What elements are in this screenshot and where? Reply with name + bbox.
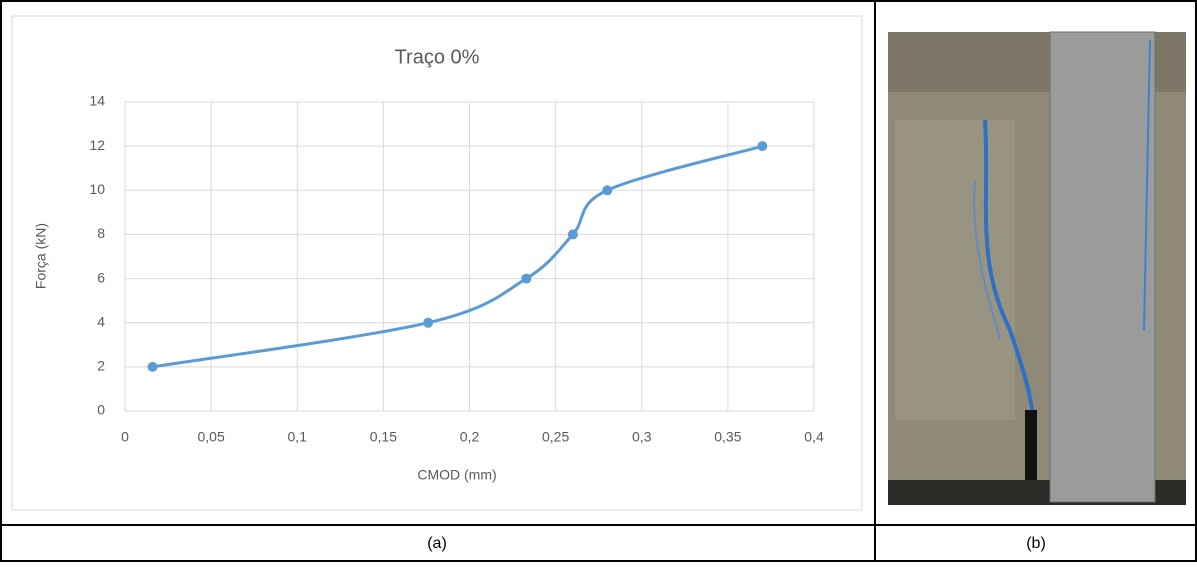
data-point xyxy=(423,318,433,328)
data-point xyxy=(757,141,767,151)
x-axis-label: CMOD (mm) xyxy=(417,467,496,483)
data-point xyxy=(568,229,578,239)
y-tick-label: 0 xyxy=(97,402,105,418)
figure: Traço 0% CMOD (mm) Força (kN) (a) (b) 0 2… xyxy=(0,0,1197,562)
y-tick-label: 12 xyxy=(89,137,105,153)
x-tick-label: 0,25 xyxy=(542,429,569,445)
x-tick-label: 0,15 xyxy=(370,429,397,445)
y-tick-label: 2 xyxy=(97,358,105,374)
x-tick-label: 0,4 xyxy=(804,429,824,445)
chart-title: Traço 0% xyxy=(395,46,480,68)
y-tick-label: 14 xyxy=(89,93,105,109)
x-tick-label: 0,2 xyxy=(460,429,480,445)
y-tick-label: 10 xyxy=(89,181,105,197)
x-tick-label: 0,3 xyxy=(632,429,652,445)
y-tick-label: 4 xyxy=(97,313,105,329)
x-tick-label: 0,35 xyxy=(714,429,741,445)
photo xyxy=(888,32,1186,505)
y-tick-label: 6 xyxy=(97,269,105,285)
caption: (b) xyxy=(1026,535,1046,552)
data-point xyxy=(521,274,531,284)
caption: (a) xyxy=(427,535,447,552)
x-tick-label: 0 xyxy=(121,429,129,445)
y-tick-label: 8 xyxy=(97,225,105,241)
x-tick-label: 0,1 xyxy=(288,429,308,445)
data-point xyxy=(602,185,612,195)
y-axis-label: Força (kN) xyxy=(33,223,49,289)
x-tick-label: 0,05 xyxy=(198,429,225,445)
data-point xyxy=(148,362,158,372)
